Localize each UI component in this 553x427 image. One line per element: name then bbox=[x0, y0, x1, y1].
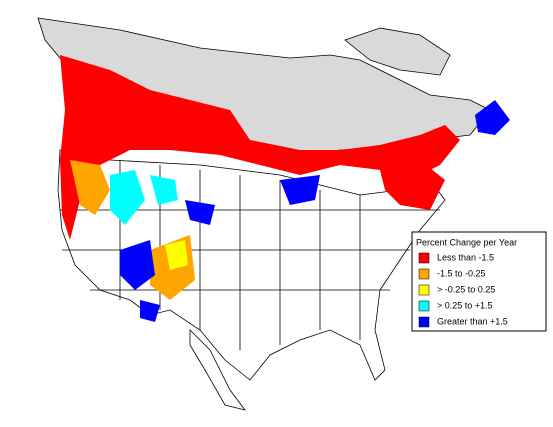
mexico bbox=[189, 329, 246, 411]
legend-label: Less than -1.5 bbox=[437, 252, 494, 262]
decline-area bbox=[380, 160, 445, 210]
legend-swatch bbox=[418, 284, 430, 296]
trend-areas bbox=[60, 55, 510, 322]
legend-label: > -0.25 to 0.25 bbox=[437, 284, 495, 294]
strong-increase-area bbox=[185, 200, 215, 225]
legend-swatch bbox=[418, 316, 430, 328]
boundaries bbox=[60, 160, 440, 350]
legend-swatch bbox=[418, 268, 430, 280]
legend-swatch bbox=[418, 300, 430, 312]
legend-swatch bbox=[418, 252, 430, 264]
moderate-decline-area bbox=[70, 160, 110, 215]
strong-increase-area bbox=[475, 100, 510, 135]
legend-label: > 0.25 to +1.5 bbox=[437, 300, 493, 310]
land bbox=[37, 17, 491, 411]
increase-area bbox=[150, 175, 178, 205]
legend-box bbox=[411, 231, 547, 332]
strong-increase-area bbox=[140, 300, 160, 322]
strong-increase-area bbox=[280, 175, 320, 205]
strong-increase-area bbox=[120, 240, 155, 290]
legend-title: Percent Change per Year bbox=[416, 237, 517, 247]
no-data-island bbox=[344, 27, 451, 76]
legend-label: -1.5 to -0.25 bbox=[437, 268, 486, 278]
increase-area bbox=[110, 170, 145, 225]
stable-area bbox=[165, 240, 188, 270]
legend-label: Greater than +1.5 bbox=[437, 316, 508, 326]
usa bbox=[57, 149, 446, 381]
decline-area bbox=[60, 55, 460, 240]
legend: Percent Change per Year Less than -1.5 -1… bbox=[411, 231, 547, 332]
